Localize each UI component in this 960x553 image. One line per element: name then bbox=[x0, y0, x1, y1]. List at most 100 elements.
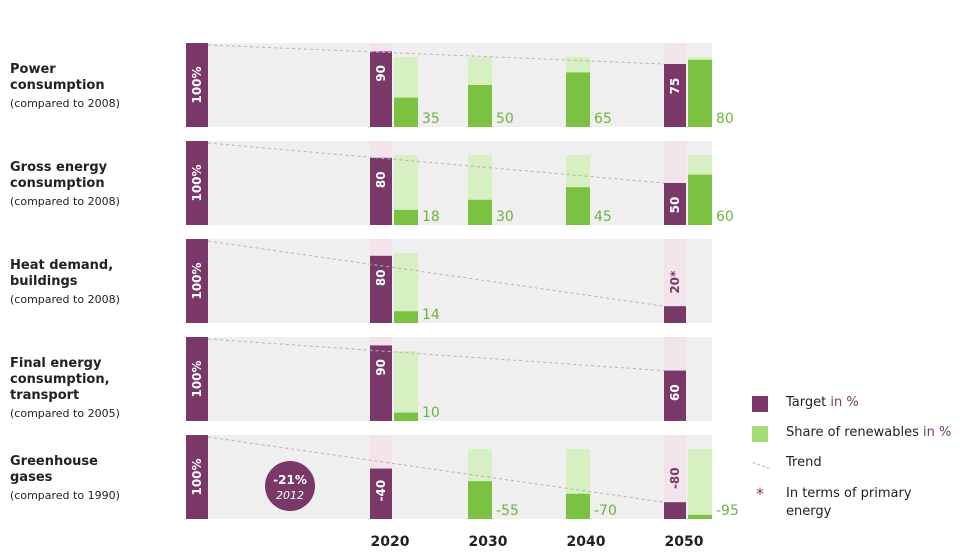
target-column-bg bbox=[664, 239, 686, 323]
base-bar-label: 100% bbox=[190, 262, 204, 299]
renewables-label: 45 bbox=[594, 209, 612, 225]
renewables-bar bbox=[566, 72, 590, 127]
row-label-line: consumption bbox=[10, 78, 105, 93]
renewables-label: 18 bbox=[422, 209, 440, 225]
target-bar bbox=[370, 51, 392, 127]
legend-label-trend: Trend bbox=[786, 455, 822, 470]
legend-unit-renewables: in % bbox=[922, 425, 952, 440]
target-column-bg bbox=[664, 435, 686, 519]
target-label: 20* bbox=[668, 270, 682, 294]
renewables-column-bg bbox=[394, 351, 418, 421]
row-label-line: Final energy bbox=[10, 356, 102, 371]
x-tick-label: 2040 bbox=[567, 534, 606, 550]
row-label-note: (compared to 2008) bbox=[10, 97, 120, 110]
renewables-bar bbox=[566, 493, 590, 519]
legend-label-target: Target bbox=[786, 395, 827, 410]
row-label-note: (compared to 2008) bbox=[10, 293, 120, 306]
target-bar bbox=[664, 370, 686, 421]
target-label: 50 bbox=[668, 197, 682, 214]
renewables-bar bbox=[394, 209, 418, 225]
renewables-label: 10 bbox=[422, 405, 440, 421]
x-tick-label: 2020 bbox=[371, 534, 410, 550]
base-bar bbox=[186, 337, 208, 421]
renewables-label: 35 bbox=[422, 111, 440, 127]
renewables-column-bg bbox=[688, 449, 712, 519]
row-label-line: gases bbox=[10, 470, 53, 485]
row-band bbox=[186, 141, 712, 225]
renewables-bar bbox=[688, 514, 712, 519]
trend-line bbox=[207, 436, 665, 503]
target-bar bbox=[370, 157, 392, 225]
row-label-line: Heat demand, bbox=[10, 258, 113, 273]
trend-line bbox=[207, 44, 665, 65]
row-band bbox=[186, 337, 712, 421]
target-label: -80 bbox=[668, 467, 682, 489]
row-label-note: (compared to 1990) bbox=[10, 489, 120, 502]
base-bar-label: 100% bbox=[190, 360, 204, 397]
target-bar bbox=[664, 306, 686, 323]
renewables-label: 65 bbox=[594, 111, 612, 127]
row-label-line: Gross energy bbox=[10, 160, 108, 175]
trend-line bbox=[207, 142, 665, 184]
base-bar-label: 100% bbox=[190, 164, 204, 201]
row-band bbox=[186, 43, 712, 127]
legend-item-primary-energy: * In terms of primary energy bbox=[752, 483, 960, 527]
legend-label-renewables: Share of renewables bbox=[786, 425, 919, 440]
target-bar bbox=[370, 345, 392, 421]
legend-swatch-trend bbox=[752, 461, 770, 470]
legend-swatch-target bbox=[752, 396, 768, 412]
base-bar bbox=[186, 435, 208, 519]
target-bar bbox=[664, 502, 686, 519]
target-bar bbox=[664, 183, 686, 225]
trend-line bbox=[207, 338, 665, 372]
renewables-bar bbox=[468, 85, 492, 127]
renewables-bar bbox=[688, 174, 712, 225]
target-label: 90 bbox=[374, 359, 388, 376]
base-bar bbox=[186, 43, 208, 127]
x-tick-label: 2050 bbox=[665, 534, 704, 550]
row-label-line: Greenhouse bbox=[10, 454, 98, 469]
legend-star: * bbox=[756, 484, 764, 503]
row-label-line: buildings bbox=[10, 274, 78, 289]
renewables-bar bbox=[394, 311, 418, 323]
row-label-note: (compared to 2005) bbox=[10, 407, 120, 420]
renewables-label: 60 bbox=[716, 209, 734, 225]
renewables-bar bbox=[566, 187, 590, 225]
legend: Target in % Share of renewables in % Tre… bbox=[752, 393, 960, 527]
row-label-note: (compared to 2008) bbox=[10, 195, 120, 208]
legend-swatch-renewables bbox=[752, 426, 768, 442]
badge-value: -21% bbox=[273, 473, 307, 487]
renewables-label: 14 bbox=[422, 307, 440, 323]
renewables-label: 50 bbox=[496, 111, 514, 127]
target-label: 90 bbox=[374, 65, 388, 82]
renewables-bar bbox=[688, 59, 712, 127]
target-label: 60 bbox=[668, 384, 682, 401]
renewables-bar bbox=[394, 412, 418, 421]
renewables-bar bbox=[468, 199, 492, 225]
target-label: 75 bbox=[668, 78, 682, 95]
renewables-bar bbox=[468, 481, 492, 519]
base-bar-label: 100% bbox=[190, 66, 204, 103]
legend-item-trend: Trend bbox=[752, 453, 960, 483]
x-tick-label: 2030 bbox=[469, 534, 508, 550]
base-bar bbox=[186, 141, 208, 225]
target-label: 80 bbox=[374, 171, 388, 188]
row-label-line: consumption, bbox=[10, 372, 110, 387]
legend-item-target: Target in % bbox=[752, 393, 960, 423]
target-label: 80 bbox=[374, 269, 388, 286]
base-bar-label: 100% bbox=[190, 458, 204, 495]
renewables-label: -95 bbox=[716, 503, 739, 519]
renewables-label: -55 bbox=[496, 503, 519, 519]
badge-year: 2012 bbox=[276, 489, 304, 502]
row-band bbox=[186, 435, 712, 519]
renewables-label: 80 bbox=[716, 111, 734, 127]
renewables-label: 30 bbox=[496, 209, 514, 225]
row-label-line: consumption bbox=[10, 176, 105, 191]
target-bar bbox=[370, 468, 392, 519]
legend-label-primary-energy: In terms of primary energy bbox=[786, 486, 912, 519]
renewables-bar bbox=[394, 97, 418, 127]
row-label-line: Power bbox=[10, 62, 56, 77]
badge-circle bbox=[265, 461, 315, 511]
target-label: -40 bbox=[374, 480, 388, 502]
